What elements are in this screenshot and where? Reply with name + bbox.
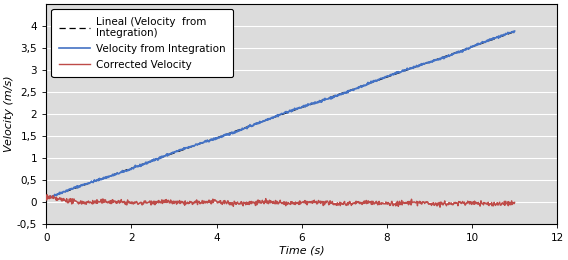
Lineal (Velocity  from
Integration) (403, 69, 410, 72)
Velocity from Integration (494, 35, 500, 38)
Corrected Velocity (79, 200, 86, 203)
Y-axis label: Velocity (m/s): Velocity (m/s) (4, 76, 14, 152)
Velocity from Integration (511, 30, 518, 33)
Velocity from Integration (79, 184, 86, 187)
Velocity from Integration (43, 197, 49, 200)
Line: Lineal (Velocity  from
Integration): Lineal (Velocity from Integration) (46, 32, 515, 199)
Lineal (Velocity  from
Integration) (65, 189, 72, 192)
Corrected Velocity (494, 201, 500, 204)
Velocity from Integration (43, 197, 50, 200)
X-axis label: Time (s): Time (s) (279, 246, 324, 256)
Line: Corrected Velocity: Corrected Velocity (46, 195, 515, 207)
Legend: Lineal (Velocity  from
Integration), Velocity from Integration, Corrected Veloci: Lineal (Velocity from Integration), Velo… (52, 9, 233, 77)
Corrected Velocity (511, 201, 518, 204)
Lineal (Velocity  from
Integration) (78, 184, 85, 187)
Lineal (Velocity  from
Integration) (511, 30, 518, 33)
Lineal (Velocity  from
Integration) (237, 128, 244, 131)
Corrected Velocity (66, 198, 73, 201)
Corrected Velocity (237, 201, 244, 204)
Velocity from Integration (66, 187, 73, 191)
Corrected Velocity (44, 193, 51, 196)
Corrected Velocity (43, 194, 49, 197)
Lineal (Velocity  from
Integration) (493, 37, 500, 40)
Corrected Velocity (437, 206, 444, 209)
Line: Velocity from Integration: Velocity from Integration (46, 31, 515, 198)
Velocity from Integration (511, 29, 517, 32)
Velocity from Integration (162, 154, 169, 158)
Velocity from Integration (403, 68, 410, 71)
Corrected Velocity (403, 201, 410, 204)
Lineal (Velocity  from
Integration) (43, 197, 49, 200)
Velocity from Integration (237, 128, 244, 132)
Corrected Velocity (162, 198, 169, 202)
Lineal (Velocity  from
Integration) (161, 155, 168, 158)
